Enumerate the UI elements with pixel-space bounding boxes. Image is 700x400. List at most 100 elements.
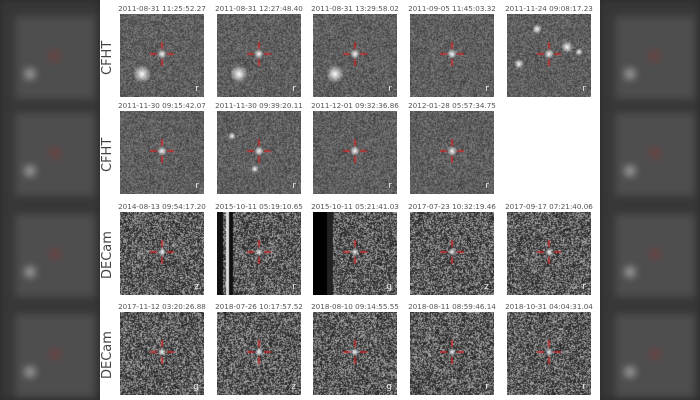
- crosshair-marker-image: [410, 14, 494, 97]
- sky-cutout-image: r: [313, 111, 397, 194]
- panel-timestamp: 2011-11-30 09:15:42.07: [118, 101, 206, 110]
- crosshair-marker-image: [507, 14, 591, 97]
- row-label-instrument: DECam: [100, 331, 115, 380]
- blurred-background-left: [0, 0, 100, 400]
- filter-label: r: [582, 382, 586, 392]
- image-panel: 2017-11-12 03:20:26.88 g: [118, 302, 206, 395]
- image-panel: 2011-09-05 11:45:03.32 r: [408, 4, 496, 97]
- filter-label: r: [292, 181, 296, 191]
- image-panel: 2018-08-10 09:14:55.55 g: [311, 302, 399, 395]
- sky-cutout-image: r: [217, 212, 301, 295]
- filter-label: r: [485, 181, 489, 191]
- panel-timestamp: 2011-08-31 13:29:58.02: [311, 4, 399, 13]
- sky-cutout-image: r: [507, 212, 591, 295]
- panel-timestamp: 2011-11-24 09:08:17.23: [505, 4, 593, 13]
- crosshair-marker-image: [410, 212, 494, 295]
- image-panel: 2018-08-11 08:59:46.14 r: [408, 302, 496, 395]
- sky-cutout-image: r: [217, 111, 301, 194]
- image-panel: 2011-11-30 09:39:20.11 r: [215, 101, 303, 194]
- filter-label: r: [485, 84, 489, 94]
- panel-timestamp: 2015-10-11 05:19:10.65: [215, 202, 303, 211]
- sky-cutout-image: r: [120, 14, 204, 97]
- filter-label: r: [582, 84, 586, 94]
- sky-cutout-image: z: [120, 212, 204, 295]
- filter-label: g: [386, 282, 392, 292]
- image-panel: 2011-08-31 12:27:48.40 r: [215, 4, 303, 97]
- sky-cutout-image: r: [410, 14, 494, 97]
- image-panel: 2015-10-11 05:19:10.65 r: [215, 202, 303, 295]
- row-label-instrument: CFHT: [100, 137, 115, 172]
- panel-timestamp: 2018-08-10 09:14:55.55: [311, 302, 399, 311]
- crosshair-marker-image: [507, 312, 591, 395]
- filter-label: z: [194, 282, 199, 292]
- image-panel: 2011-08-31 11:25:52.27 r: [118, 4, 206, 97]
- sky-cutout-image: r: [410, 111, 494, 194]
- panel-timestamp: 2011-12-01 09:32:36.86: [311, 101, 399, 110]
- panel-timestamp: 2018-08-11 08:59:46.14: [408, 302, 496, 311]
- filter-label: r: [485, 382, 489, 392]
- filter-label: r: [292, 84, 296, 94]
- filter-label: r: [195, 181, 199, 191]
- panel-timestamp: 2011-11-30 09:39:20.11: [215, 101, 303, 110]
- panel-timestamp: 2014-08-13 09:54:17.20: [118, 202, 206, 211]
- image-panel: 2011-08-31 13:29:58.02 r: [311, 4, 399, 97]
- image-panel: 2011-12-01 09:32:36.86 r: [311, 101, 399, 194]
- image-panel: 2017-07-23 10:32:19.46 z: [408, 202, 496, 295]
- image-panel: 2014-08-13 09:54:17.20 z: [118, 202, 206, 295]
- crosshair-marker-image: [120, 312, 204, 395]
- filter-label: r: [388, 181, 392, 191]
- sky-cutout-image: r: [507, 14, 591, 97]
- panel-timestamp: 2017-11-12 03:20:26.88: [118, 302, 206, 311]
- image-panel: 2018-10-31 04:04:31.04 r: [505, 302, 593, 395]
- panel-timestamp: 2011-08-31 11:25:52.27: [118, 4, 206, 13]
- sky-cutout-image: r: [217, 14, 301, 97]
- panel-timestamp: 2017-07-23 10:32:19.46: [408, 202, 496, 211]
- blurred-background-right: [600, 0, 700, 400]
- crosshair-marker-image: [313, 312, 397, 395]
- panel-timestamp: 2015-10-11 05:21:41.03: [311, 202, 399, 211]
- crosshair-marker-image: [507, 212, 591, 295]
- crosshair-marker-image: [217, 14, 301, 97]
- image-panel: 2012-01-28 05:57:34.75 r: [408, 101, 496, 194]
- filter-label: z: [291, 382, 296, 392]
- filter-label: r: [582, 282, 586, 292]
- image-panel: 2011-11-24 09:08:17.23 r: [505, 4, 593, 97]
- sky-cutout-image: r: [410, 312, 494, 395]
- sky-cutout-image: z: [410, 212, 494, 295]
- crosshair-marker-image: [217, 111, 301, 194]
- crosshair-marker-image: [120, 14, 204, 97]
- panel-timestamp: 2011-09-05 11:45:03.32: [408, 4, 496, 13]
- crosshair-marker-image: [313, 212, 397, 295]
- panel-timestamp: 2011-08-31 12:27:48.40: [215, 4, 303, 13]
- sky-cutout-image: g: [120, 312, 204, 395]
- crosshair-marker-image: [120, 111, 204, 194]
- crosshair-marker-image: [410, 111, 494, 194]
- filter-label: r: [388, 84, 392, 94]
- crosshair-marker-image: [313, 14, 397, 97]
- image-panel: 2017-09-17 07:21:40.06 r: [505, 202, 593, 295]
- panel-timestamp: 2018-10-31 04:04:31.04: [505, 302, 593, 311]
- crosshair-marker-image: [217, 312, 301, 395]
- panel-timestamp: 2018-07-26 10:17:57.52: [215, 302, 303, 311]
- image-panel: 2018-07-26 10:17:57.52 z: [215, 302, 303, 395]
- crosshair-marker-image: [313, 111, 397, 194]
- panel-timestamp: 2012-01-28 05:57:34.75: [408, 101, 496, 110]
- filter-label: g: [193, 382, 199, 392]
- filter-label: z: [484, 282, 489, 292]
- sky-cutout-image: r: [507, 312, 591, 395]
- sky-cutout-image: g: [313, 312, 397, 395]
- crosshair-marker-image: [120, 212, 204, 295]
- row-label-instrument: CFHT: [100, 40, 115, 75]
- image-grid-figure: CFHT 2011-08-31 11:25:52.27 r 2011-08-31 12…: [100, 0, 600, 400]
- sky-cutout-image: z: [217, 312, 301, 395]
- image-panel: 2015-10-11 05:21:41.03 g: [311, 202, 399, 295]
- filter-label: r: [195, 84, 199, 94]
- sky-cutout-image: r: [313, 14, 397, 97]
- filter-label: r: [292, 282, 296, 292]
- image-panel: 2011-11-30 09:15:42.07 r: [118, 101, 206, 194]
- sky-cutout-image: r: [120, 111, 204, 194]
- sky-cutout-image: g: [313, 212, 397, 295]
- filter-label: g: [386, 382, 392, 392]
- panel-timestamp: 2017-09-17 07:21:40.06: [505, 202, 593, 211]
- row-label-instrument: DECam: [100, 231, 115, 280]
